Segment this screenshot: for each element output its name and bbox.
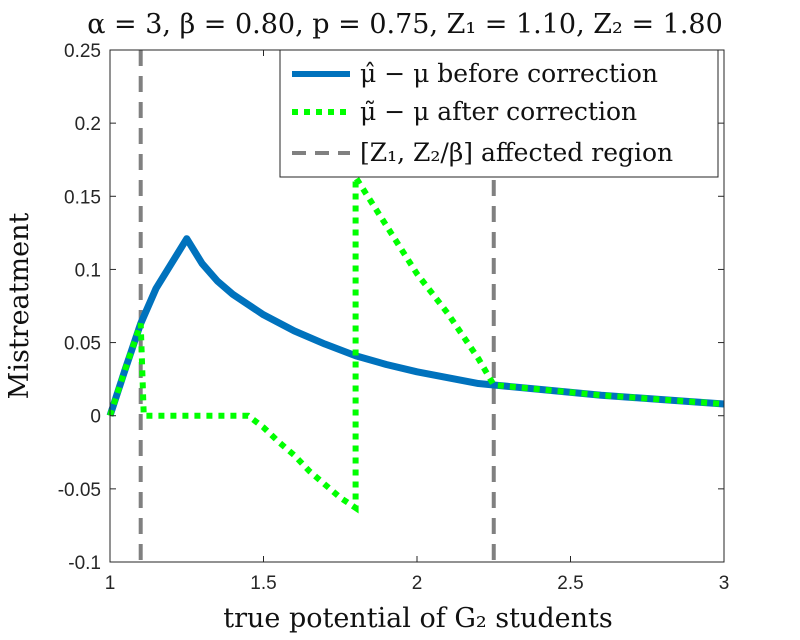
y-tick-label-7: 0.25 (64, 41, 101, 62)
x-tick-label-2: 2 (412, 573, 423, 594)
legend-label-before: μ̂ − μ before correction (360, 59, 658, 88)
y-tick-label-6: 0.2 (75, 114, 101, 135)
y-axis-ticks: -0.1 -0.05 0 0.05 0.1 0.15 0.2 0.25 (58, 41, 724, 574)
y-axis-label: Mistreatment (4, 213, 35, 400)
x-axis-ticks: 1 1.5 2 2.5 3 (105, 50, 730, 594)
legend-label-after: μ̃ − μ after correction (360, 97, 637, 126)
legend-box (279, 49, 719, 178)
series-line-after-correction (107, 166, 725, 514)
x-axis-label: true potential of G₂ students (223, 603, 613, 634)
x-tick-label-0: 1 (105, 573, 116, 594)
y-tick-label-1: -0.05 (58, 480, 101, 501)
legend: μ̂ − μ before correction μ̃ − μ after co… (279, 49, 719, 178)
y-tick-label-4: 0.1 (75, 260, 101, 281)
legend-label-region: [Z₁, Z₂/β] affected region (360, 138, 673, 167)
x-tick-label-4: 3 (719, 573, 730, 594)
x-tick-label-1: 1.5 (250, 573, 276, 594)
y-tick-label-5: 0.15 (64, 187, 101, 208)
y-tick-label-3: 0.05 (64, 334, 101, 355)
series-layer (106, 166, 725, 514)
x-tick-label-3: 2.5 (557, 573, 583, 594)
chart-title: α = 3, β = 0.80, p = 0.75, Z₁ = 1.10, Z₂… (87, 9, 723, 40)
series-line-before-correction (106, 235, 725, 417)
y-tick-label-2: 0 (90, 407, 101, 428)
y-tick-label-0: -0.1 (68, 553, 101, 574)
